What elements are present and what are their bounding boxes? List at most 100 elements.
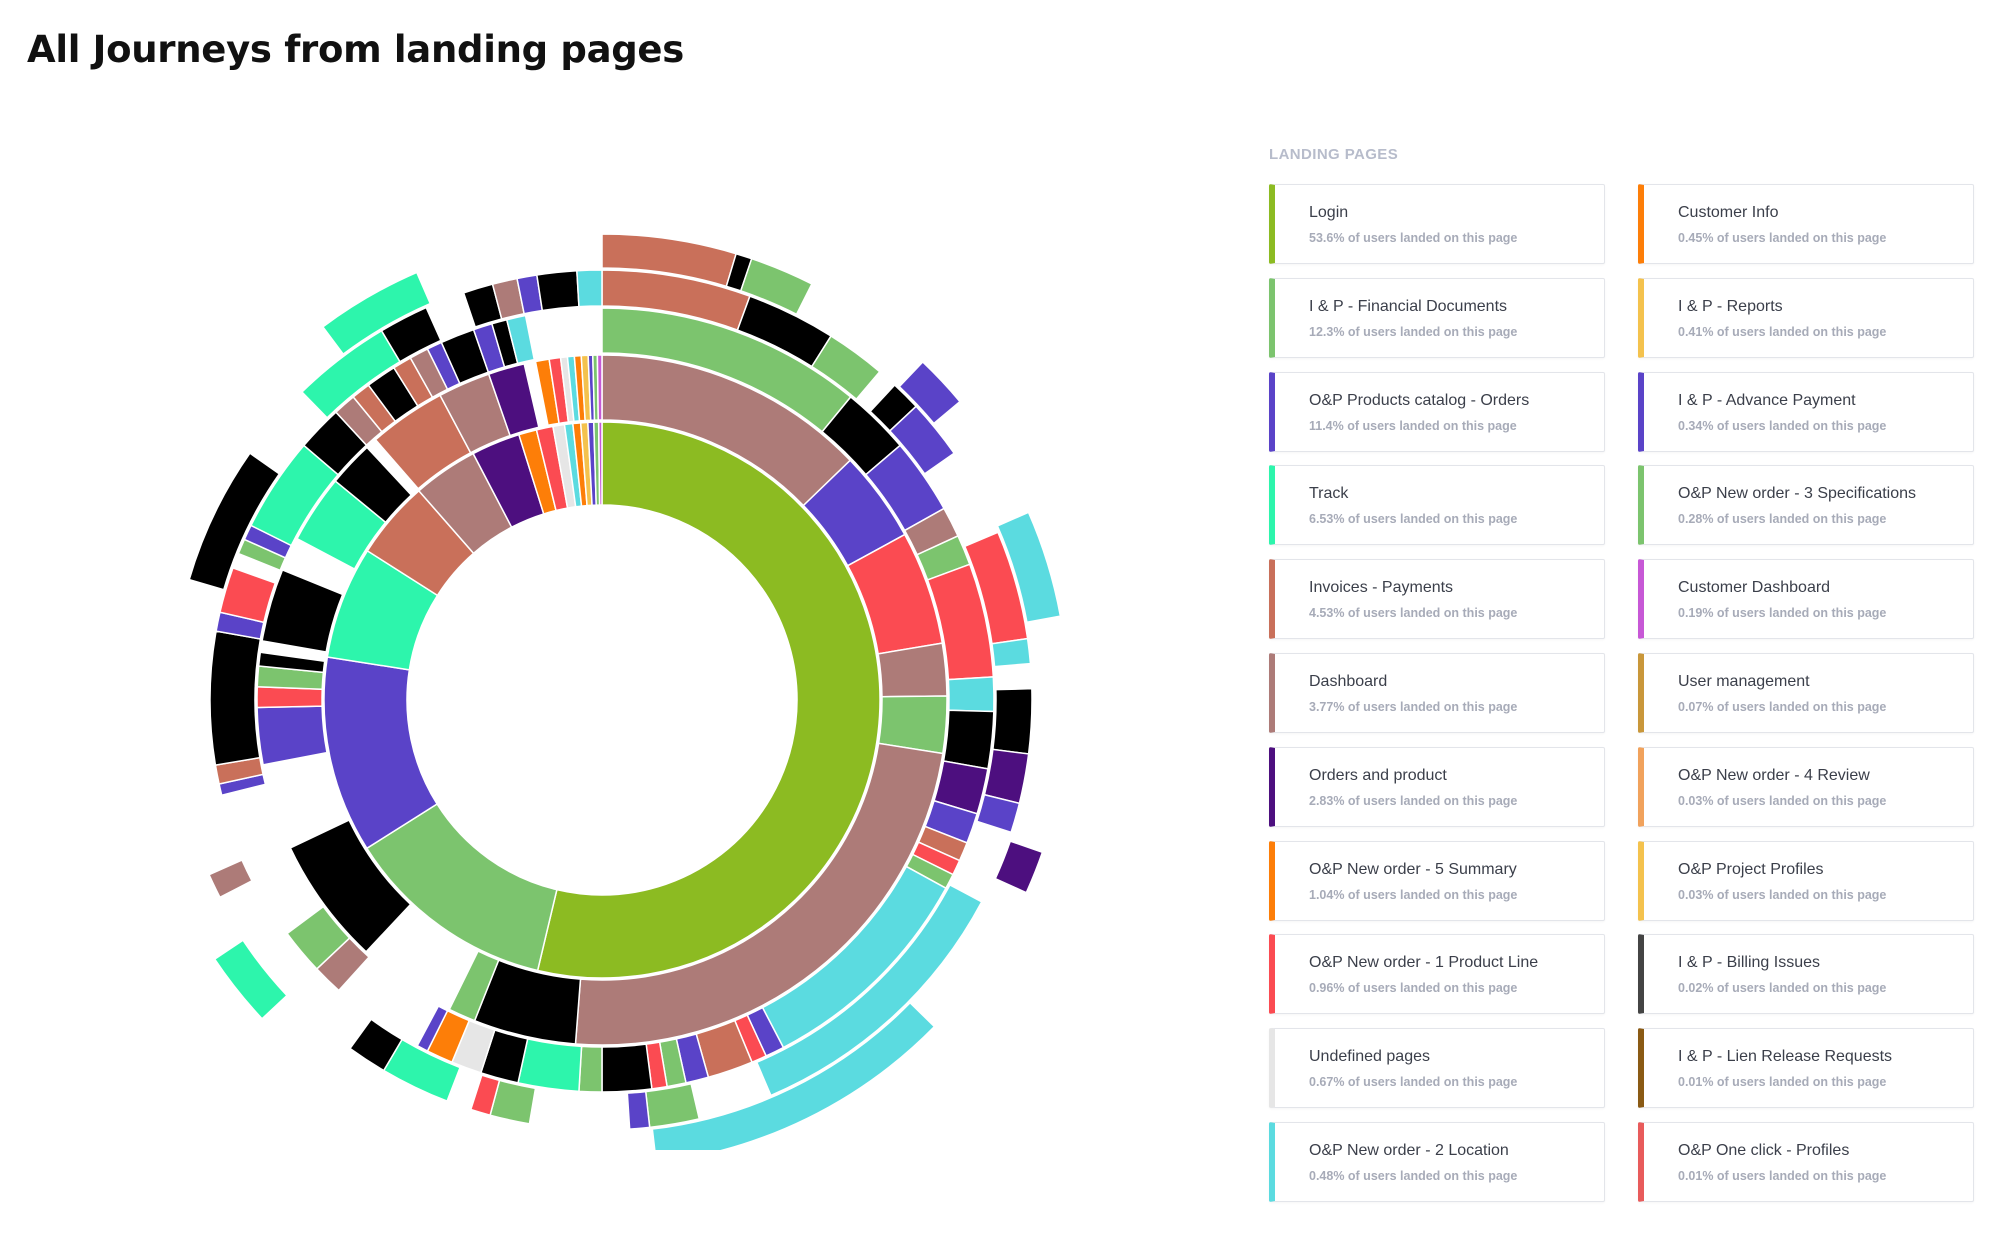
landing-page-name: O&P Project Profiles: [1678, 860, 1824, 878]
landing-page-card[interactable]: Login 53.6% of users landed on this page: [1269, 184, 1605, 264]
sunburst-segment-ring4-4[interactable]: [898, 360, 962, 425]
sunburst-segment-ring3-20[interactable]: [469, 1074, 501, 1117]
sunburst-segment-ring3-17[interactable]: [626, 1090, 651, 1130]
landing-page-share: 0.34% of users landed on this page: [1678, 418, 1887, 433]
legend-header: LANDING PAGES: [1269, 146, 1399, 163]
landing-page-share: 0.48% of users landed on this page: [1309, 1169, 1518, 1183]
landing-page-card[interactable]: I & P - Advance Payment 0.34% of users la…: [1638, 371, 1974, 452]
sunburst-segment-ring2-26[interactable]: [416, 1005, 449, 1053]
landing-page-name: Dashboard: [1309, 673, 1388, 690]
landing-page-name: I & P - Lien Release Requests: [1678, 1048, 1893, 1066]
landing-page-share: 0.96% of users landed on this page: [1309, 981, 1518, 996]
landing-page-name: Invoices - Payments: [1309, 579, 1454, 597]
landing-page-share: 0.03% of users landed on this page: [1678, 887, 1887, 902]
landing-page-share: 0.07% of users landed on this page: [1678, 700, 1887, 714]
sunburst-segment-ring4-12[interactable]: [213, 939, 288, 1020]
landing-page-name: I & P - Reports: [1678, 297, 1783, 315]
landing-page-card[interactable]: Customer Info 0.45% of users landed on th…: [1638, 184, 1974, 264]
sunburst-chart: [188, 233, 1062, 1150]
landing-page-card[interactable]: Orders and product 2.83% of users landed …: [1269, 746, 1605, 827]
sunburst-segment-ring3-36[interactable]: [576, 269, 603, 308]
landing-page-share: 0.02% of users landed on this page: [1678, 981, 1887, 996]
sunburst-segment-ring3-35[interactable]: [535, 269, 580, 312]
landing-page-card[interactable]: I & P - Lien Release Requests 0.01% of us…: [1638, 1028, 1974, 1109]
landing-page-share: 0.45% of users landed on this page: [1678, 231, 1887, 245]
landing-page-card[interactable]: O&P New order - 5 Summary 1.04% of users …: [1269, 840, 1605, 921]
landing-page-card[interactable]: O&P Products catalog - Orders 11.4% of us…: [1269, 371, 1605, 452]
sunburst-segment-ring3-16[interactable]: [644, 1082, 701, 1129]
sunburst-segment-ring3-11[interactable]: [983, 748, 1030, 805]
landing-page-card[interactable]: Customer Dashboard 0.19% of users landed …: [1638, 559, 1974, 640]
landing-page-card[interactable]: O&P One click - Profiles 0.01% of users l…: [1638, 1122, 1974, 1202]
sunburst-segment-ring1-33[interactable]: [596, 354, 603, 421]
sunburst-segment-ring3-10[interactable]: [992, 687, 1033, 755]
sunburst-segment-ring2-51[interactable]: [505, 314, 536, 365]
landing-page-name: Undefined pages: [1309, 1048, 1430, 1066]
sunburst-segment-ring1-14[interactable]: [257, 651, 326, 674]
sunburst-segment-ring3-5[interactable]: [888, 405, 956, 475]
sunburst-segment-ring3-25[interactable]: [208, 859, 253, 899]
landing-page-share: 6.53% of users landed on this page: [1309, 512, 1518, 527]
sunburst-segment-ring2-7[interactable]: [942, 709, 995, 770]
sunburst-segment-ring3-2[interactable]: [810, 335, 881, 401]
landing-page-share: 3.77% of users landed on this page: [1309, 700, 1518, 714]
sunburst-segment-ring4-6[interactable]: [996, 511, 1062, 624]
landing-page-card[interactable]: Track 6.53% of users landed on this page: [1269, 465, 1605, 546]
landing-page-name: I & P - Billing Issues: [1678, 954, 1820, 972]
sunburst-segment-ring3-8[interactable]: [991, 637, 1032, 668]
landing-pages-legend: Login 53.6% of users landed on this page I…: [1269, 184, 1979, 1214]
sunburst-segment-ring1-23[interactable]: [487, 362, 540, 437]
sunburst-segment-ring2-29[interactable]: [286, 905, 351, 970]
landing-page-card[interactable]: User management 0.07% of users landed on …: [1638, 653, 1974, 733]
landing-page-card[interactable]: Invoices - Payments 4.53% of users landed…: [1269, 559, 1605, 640]
sunburst-segment-ring3-30[interactable]: [380, 306, 442, 363]
landing-page-name: O&P New order - 1 Product Line: [1309, 954, 1539, 972]
landing-page-name: O&P New order - 5 Summary: [1309, 860, 1517, 878]
landing-page-name: O&P New order - 2 Location: [1309, 1142, 1509, 1159]
landing-page-card[interactable]: I & P - Financial Documents 12.3% of user…: [1269, 277, 1605, 358]
sunburst-segment-ring4-14[interactable]: [321, 271, 432, 356]
landing-page-card[interactable]: O&P New order - 1 Product Line 0.96% of u…: [1269, 934, 1605, 1015]
sunburst-segment-ring3-23[interactable]: [349, 1018, 404, 1072]
sunburst-segment-ring1-7[interactable]: [448, 950, 500, 1022]
landing-page-name: Orders and product: [1309, 766, 1447, 784]
sunburst-segment-ring2-36[interactable]: [219, 566, 277, 624]
sunburst-segment-ring1-12[interactable]: [256, 685, 323, 709]
sunburst-segment-ring3-14[interactable]: [755, 883, 983, 1097]
sunburst-segment-ring2-22[interactable]: [517, 1038, 583, 1093]
sunburst-segment-ring2-21[interactable]: [578, 1045, 603, 1093]
landing-page-card[interactable]: O&P Project Profiles 0.03% of users lande…: [1638, 840, 1974, 921]
sunburst-segment-ring0-0[interactable]: [536, 421, 881, 979]
sunburst-segment-ring4-2[interactable]: [739, 257, 813, 316]
landing-page-share: 12.3% of users landed on this page: [1309, 324, 1518, 339]
landing-page-name: O&P New order - 3 Specifications: [1678, 485, 1917, 503]
landing-page-share: 1.04% of users landed on this page: [1309, 887, 1518, 902]
landing-page-share: 0.03% of users landed on this page: [1678, 793, 1887, 808]
landing-page-card[interactable]: Dashboard 3.77% of users landed on this p…: [1269, 653, 1605, 733]
sunburst-segment-ring3-12[interactable]: [975, 793, 1021, 834]
landing-page-card[interactable]: O&P New order - 3 Specifications 0.28% of…: [1638, 465, 1974, 546]
sunburst-segment-ring2-6[interactable]: [947, 676, 995, 713]
sunburst-segment-ring1-11[interactable]: [256, 705, 328, 766]
landing-page-card[interactable]: O&P New order - 2 Location 0.48% of users…: [1269, 1122, 1605, 1202]
sunburst-segment-ring4-10[interactable]: [651, 1001, 936, 1150]
landing-page-card[interactable]: O&P New order - 4 Review 0.03% of users l…: [1638, 746, 1974, 827]
sunburst-segment-ring1-9[interactable]: [289, 819, 412, 953]
sunburst-segment-ring1-19[interactable]: [334, 446, 413, 524]
landing-page-name: Customer Dashboard: [1678, 579, 1831, 597]
landing-page-share: 0.01% of users landed on this page: [1678, 1075, 1887, 1090]
sunburst-segment-ring1-16[interactable]: [261, 568, 344, 653]
page-title: All Journeys from landing pages: [27, 28, 684, 71]
sunburst-segment-ring2-34[interactable]: [209, 630, 262, 766]
landing-page-name: O&P One click - Profiles: [1678, 1142, 1850, 1159]
sunburst-segment-ring4-8[interactable]: [994, 840, 1044, 894]
landing-page-card[interactable]: I & P - Reports 0.41% of users landed on …: [1638, 277, 1974, 358]
landing-page-card[interactable]: Undefined pages 0.67% of users landed on …: [1269, 1028, 1605, 1109]
sunburst-segment-ring2-20[interactable]: [601, 1043, 653, 1093]
sunburst-segment-ring3-27[interactable]: [188, 452, 281, 591]
landing-page-share: 2.83% of users landed on this page: [1309, 793, 1518, 808]
landing-page-card[interactable]: I & P - Billing Issues 0.02% of users lan…: [1638, 934, 1974, 1015]
landing-page-share: 0.28% of users landed on this page: [1678, 512, 1887, 527]
sunburst-segment-ring0-15[interactable]: [597, 421, 603, 506]
landing-page-share: 0.41% of users landed on this page: [1678, 324, 1887, 339]
